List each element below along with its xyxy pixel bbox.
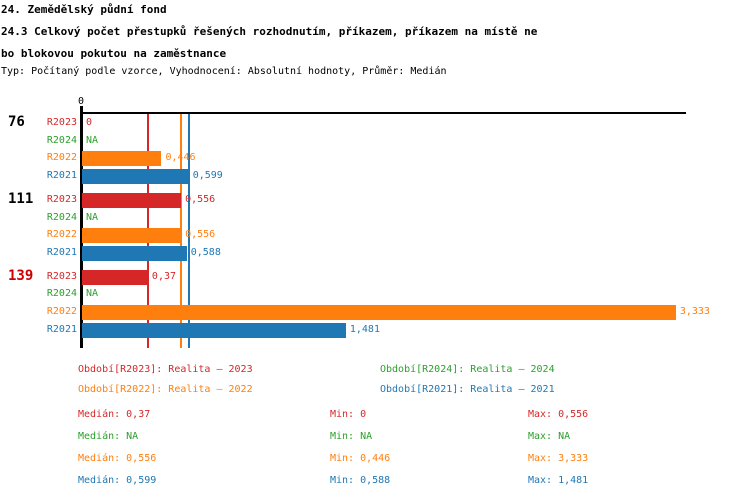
chart-subtitle-line1: 24.3 Celkový počet přestupků řešených ro… [1, 25, 538, 38]
stat-median-R2024: Medián: NA [78, 431, 139, 442]
bar-value-label: NA [86, 134, 99, 146]
stat-median-R2021: Medián: 0,599 [78, 475, 157, 486]
bar-value-label: 0,599 [192, 169, 223, 181]
stat-max-R2023: Max: 0,556 [528, 409, 589, 420]
bar-R2021 [82, 168, 189, 184]
median-line-R2022 [180, 113, 183, 348]
stat-min-R2024: Min: NA [330, 431, 373, 442]
bar-row-label-R2022: R2022 [46, 229, 77, 241]
y-axis-line [80, 106, 83, 348]
group-label-139: 139 [8, 267, 34, 284]
stat-min-R2021: Min: 0,588 [330, 475, 391, 486]
bar-value-label: 0,556 [185, 193, 216, 205]
stat-max-R2024: Max: NA [528, 431, 571, 442]
median-line-R2021 [187, 113, 190, 348]
stat-min-R2023: Min: 0 [330, 409, 367, 420]
bar-row-label-R2024: R2024 [46, 211, 77, 223]
bar-value-label: 0 [86, 117, 93, 128]
group-label-111: 111 [8, 190, 34, 207]
legend-item-R2021: Období[R2021]: Realita – 2021 [380, 384, 555, 395]
bar-value-label: NA [86, 288, 99, 300]
bar-row-label-R2021: R2021 [46, 246, 77, 258]
stat-min-R2022: Min: 0,446 [330, 453, 391, 464]
stat-max-R2022: Max: 3,333 [528, 453, 589, 464]
bar-R2023 [82, 269, 148, 285]
bar-value-label: 3,333 [679, 306, 710, 317]
bar-R2022 [82, 228, 182, 244]
chart-subtitle-line2: bo blokovou pokutou na zaměstnance [1, 47, 227, 60]
stat-max-R2021: Max: 1,481 [528, 475, 589, 486]
bar-R2022 [82, 305, 676, 320]
chart-meta-line: Typ: Počítaný podle vzorce, Vyhodnocení:… [1, 66, 447, 77]
bar-value-label: 1,481 [349, 323, 380, 335]
bar-row-label-R2023: R2023 [46, 193, 77, 205]
legend-item-R2024: Období[R2024]: Realita – 2024 [380, 364, 555, 375]
bar-row-label-R2022: R2022 [46, 152, 77, 164]
bar-row-label-R2021: R2021 [46, 323, 77, 335]
bar-R2021 [82, 245, 187, 261]
bar-value-label: 0,556 [185, 229, 216, 241]
bar-value-label: NA [86, 211, 99, 223]
stat-median-R2023: Medián: 0,37 [78, 409, 151, 420]
stat-median-R2022: Medián: 0,556 [78, 453, 157, 464]
x-axis-line [80, 112, 686, 114]
bar-R2022 [82, 151, 162, 167]
legend-item-R2023: Období[R2023]: Realita – 2023 [78, 364, 253, 375]
bar-value-label: 0,446 [165, 152, 196, 164]
bar-row-label-R2021: R2021 [46, 169, 77, 181]
bar-row-label-R2023: R2023 [46, 270, 77, 282]
group-label-76: 76 [8, 114, 25, 130]
legend-item-R2022: Období[R2022]: Realita – 2022 [78, 384, 253, 395]
bar-value-label: 0,588 [190, 246, 221, 258]
bar-row-label-R2023: R2023 [46, 117, 77, 128]
x-axis-tick-label: 0 [77, 96, 85, 107]
bar-row-label-R2022: R2022 [46, 306, 77, 317]
bar-value-label: 0,37 [151, 270, 177, 282]
bar-R2021 [82, 322, 346, 338]
bar-row-label-R2024: R2024 [46, 288, 77, 300]
page-title: 24. Zemědělský půdní fond [1, 3, 167, 16]
bar-R2023 [82, 192, 182, 208]
bar-row-label-R2024: R2024 [46, 134, 77, 146]
